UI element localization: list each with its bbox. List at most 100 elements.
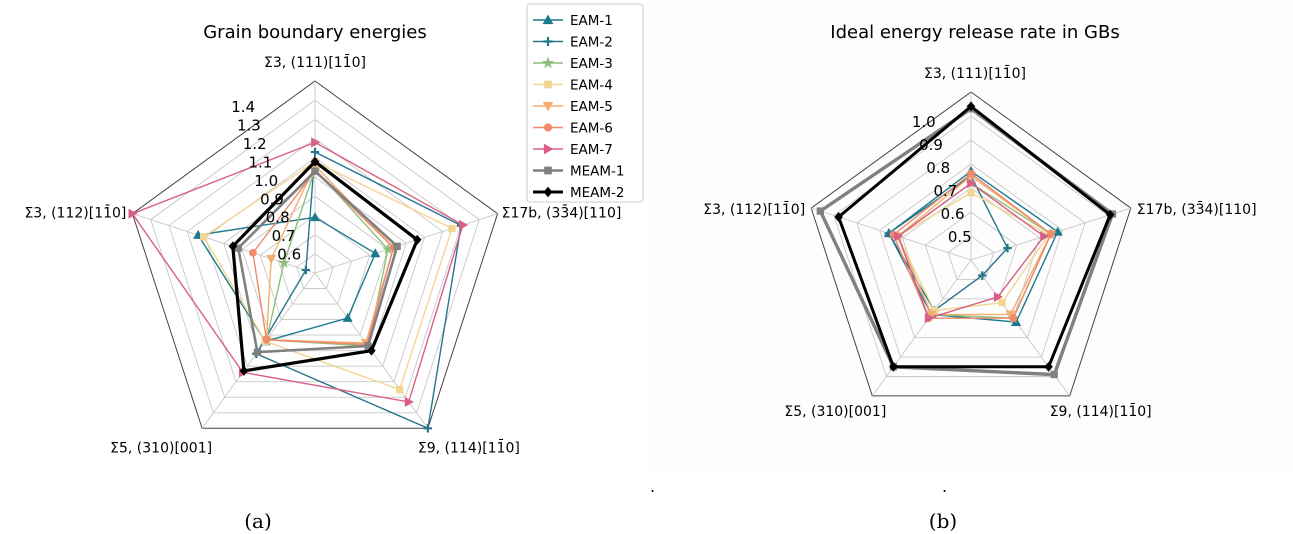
rtick-label: 1.1 [248, 153, 272, 171]
data-point [889, 361, 898, 372]
data-point [395, 385, 404, 394]
data-point [1052, 226, 1063, 236]
category-label: Σ9, (114)[11̄0] [1050, 402, 1152, 420]
legend-label: EAM-6 [570, 121, 613, 137]
legend-marker [544, 80, 552, 89]
legend-entry-meam-1: MEAM-1 [533, 164, 625, 180]
legend-entry-eam-6: EAM-6 [533, 121, 613, 137]
chart-a-title: Grain boundary energies [203, 22, 427, 43]
rtick-label: 1.0 [912, 113, 936, 131]
data-point [1044, 361, 1053, 372]
data-point [993, 291, 1004, 302]
category-label: Σ3, (111)[11̄0] [264, 53, 366, 71]
data-point [967, 169, 975, 178]
grid-ring [186, 138, 444, 383]
data-point [966, 101, 976, 112]
grid-ring [833, 115, 1109, 377]
data-point [816, 207, 825, 215]
series-line [196, 216, 377, 343]
data-point [978, 271, 987, 280]
legend-marker [542, 14, 554, 25]
data-point [967, 189, 975, 197]
series-line [236, 169, 399, 354]
rtick-label: 0.7 [272, 227, 296, 245]
series-line [892, 172, 1052, 319]
data-point [1040, 231, 1050, 242]
data-point [423, 424, 433, 433]
category-label: Σ3, (112)[11̄0] [24, 204, 126, 222]
series-line [131, 141, 464, 403]
grid-ring [879, 163, 1063, 339]
chart-b-title: Ideal energy release rate in GBs [830, 22, 1119, 43]
separator-dot-b: . [942, 477, 947, 496]
legend-label: MEAM-2 [570, 185, 625, 201]
legend-entry-eam-4: EAM-4 [533, 78, 613, 94]
data-point [998, 299, 1006, 307]
legend-label: EAM-1 [570, 13, 613, 29]
data-point [128, 208, 138, 219]
grid-ring [924, 211, 1018, 300]
data-point [1003, 243, 1012, 253]
series-line [265, 167, 389, 347]
series-eam-1 [193, 212, 381, 346]
radar-chart-grain-boundary-energies: Grain boundary energies 0.60.70.80.91.01… [24, 22, 621, 456]
series-line [231, 159, 420, 373]
legend-entry-meam-2: MEAM-2 [533, 185, 625, 201]
legend-label: EAM-5 [570, 99, 613, 115]
series-line [202, 160, 453, 391]
data-point [967, 178, 977, 189]
data-point [459, 219, 469, 230]
grid-spoke [871, 259, 972, 397]
data-point [1047, 230, 1055, 238]
data-point [310, 156, 320, 167]
data-point [266, 254, 277, 264]
series-eam-7 [128, 137, 469, 407]
radar-chart-ideal-energy-release-rate: Ideal energy release rate in GBs 0.50.60… [703, 22, 1256, 420]
legend-label: EAM-3 [570, 56, 613, 72]
data-point [310, 147, 320, 157]
data-point [309, 212, 321, 222]
chart-b-series [816, 101, 1117, 379]
data-point [249, 248, 257, 257]
category-label: Σ3, (111)[11̄0] [924, 64, 1026, 82]
category-label: Σ5, (310)[001] [784, 404, 886, 420]
legend-entry-eam-1: EAM-1 [533, 13, 613, 29]
category-label: Σ3, (112)[11̄0] [703, 201, 805, 219]
grid-ring [241, 195, 389, 336]
data-point [413, 234, 422, 245]
legend-frame [526, 3, 644, 203]
rtick-label: 1.4 [231, 98, 255, 116]
legend-marker [543, 186, 553, 198]
grid-spoke [314, 213, 498, 274]
data-point [370, 248, 381, 258]
grid-ring [259, 214, 371, 321]
series-line [897, 182, 1045, 320]
legend-label: EAM-2 [570, 35, 613, 51]
chart-b-category-labels: Σ3, (111)[11̄0] Σ17b, (33̄4)[110] Σ9, (114… [703, 64, 1256, 419]
legend-marker [544, 166, 552, 175]
data-point [278, 256, 290, 268]
rtick-label: 1.3 [237, 117, 261, 135]
series-line [255, 150, 462, 430]
grid-ring [947, 235, 995, 280]
series-meam-1 [234, 167, 401, 356]
data-point [1009, 314, 1018, 323]
rtick-label: 1.2 [243, 135, 267, 153]
rtick-label: 0.9 [260, 190, 284, 208]
separator-dot-a: . [650, 477, 655, 496]
data-point [239, 365, 249, 376]
grid-ring [150, 99, 480, 414]
legend-marker [543, 123, 553, 132]
chart-a-series [128, 137, 469, 433]
category-label: Σ17b, (33̄4)[110] [1137, 201, 1257, 219]
data-point [894, 231, 904, 242]
grid-frame [810, 91, 1132, 397]
legend-marker [543, 37, 553, 46]
grid-ring [856, 139, 1086, 358]
legend-entry-eam-5: EAM-5 [533, 99, 613, 115]
legend-label: EAM-4 [570, 78, 613, 94]
right-panel-background [648, 0, 1293, 470]
chart-a-rtick-labels: 0.60.70.80.91.01.11.21.31.4 [231, 98, 301, 264]
legend-marker [543, 143, 554, 155]
data-point [1050, 370, 1058, 379]
